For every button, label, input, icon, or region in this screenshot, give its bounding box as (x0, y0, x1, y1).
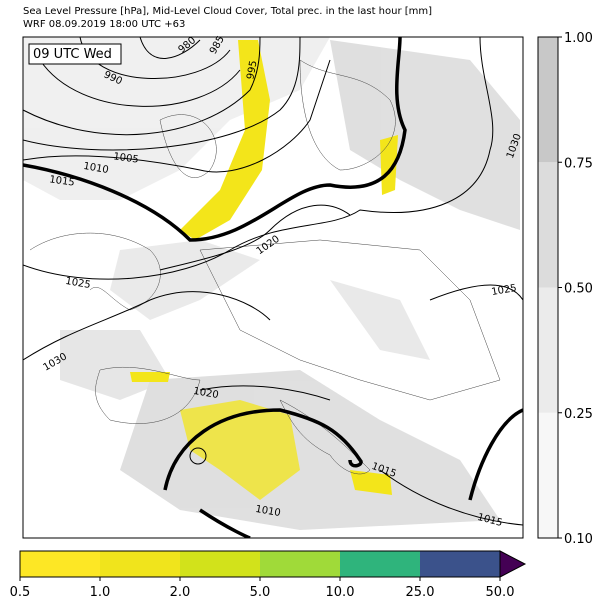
contour-label: 1015 (49, 174, 76, 188)
colorbar-segment (538, 162, 558, 288)
colorbar-tick-label: 0.25 (564, 407, 593, 422)
colorbar-tick-label: 50.0 (486, 585, 515, 600)
precipitation (130, 40, 398, 500)
colorbar-tick-label: 5.0 (250, 585, 271, 600)
contour-label: 1025 (64, 276, 91, 291)
coastlines (29, 59, 501, 475)
map: 09 UTC Wed 980 985 990 995 1005 1010 101… (22, 34, 524, 539)
precip-colorbar: 0.5 1.0 2.0 5.0 10.0 25.0 50.0 (10, 550, 527, 600)
isobars (23, 37, 523, 538)
colorbar-tick-label: 0.75 (564, 156, 593, 171)
contour-label: 995 (245, 60, 259, 81)
contour-label: 1005 (113, 151, 140, 165)
colorbar-tick-label: 0.10 (564, 532, 593, 547)
colorbar-segment (180, 551, 260, 577)
colorbar-tick-label: 2.0 (170, 585, 191, 600)
contour-label: 1025 (491, 283, 518, 298)
colorbar-segment (260, 551, 340, 577)
time-box (28, 43, 122, 65)
colorbar-tick-label: 1.0 (90, 585, 111, 600)
time-label: 09 UTC Wed (33, 47, 112, 62)
colorbar-tick-label: 25.0 (406, 585, 435, 600)
contour-label: 1010 (254, 504, 281, 519)
title: Sea Level Pressure [hPa], Mid-Level Clou… (23, 6, 432, 17)
colorbar-tick-label: 0.5 (10, 585, 31, 600)
colorbar-extend (499, 550, 527, 578)
cloud-colorbar: 0.10 0.25 0.50 0.75 1.00 (537, 31, 593, 547)
colorbar-segment (20, 551, 100, 577)
colorbar-segment (340, 551, 420, 577)
colorbar-segment (538, 287, 558, 413)
contour-label: 1020 (192, 386, 219, 401)
colorbar-tick-label: 0.50 (564, 282, 593, 297)
colorbar-segment (538, 412, 558, 538)
colorbar-tick-label: 1.00 (564, 31, 593, 46)
colorbar-segment (420, 551, 500, 577)
colorbar-segment (538, 37, 558, 163)
colorbar-segment (100, 551, 180, 577)
contour-label: 1010 (82, 161, 109, 176)
subtitle: WRF 08.09.2019 18:00 UTC +63 (23, 19, 185, 30)
colorbar-tick-label: 10.0 (326, 585, 355, 600)
